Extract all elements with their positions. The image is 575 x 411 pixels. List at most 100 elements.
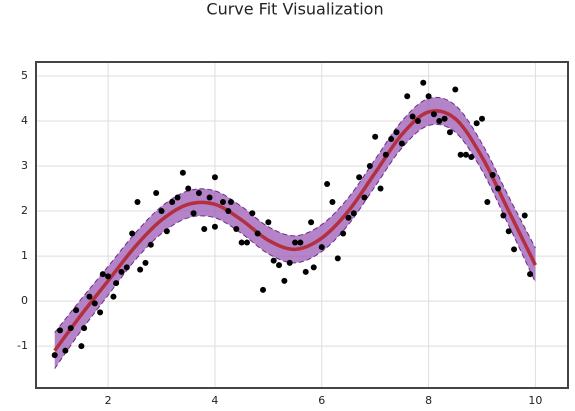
data-point: [97, 309, 104, 316]
data-point: [73, 307, 80, 314]
data-point: [163, 228, 170, 235]
data-point: [452, 86, 459, 93]
data-point: [129, 230, 136, 237]
data-point: [249, 210, 256, 217]
data-point: [147, 241, 154, 248]
data-point: [462, 151, 469, 158]
data-point: [57, 327, 64, 334]
data-point: [372, 133, 379, 140]
data-point: [201, 226, 208, 233]
data-point: [281, 277, 288, 284]
data-point: [473, 120, 480, 127]
y-tick-label: 4: [21, 114, 28, 127]
data-point: [441, 115, 448, 122]
data-point: [409, 113, 416, 120]
data-point: [211, 174, 218, 181]
band-lower-edge: [54, 123, 536, 369]
data-point: [297, 239, 304, 246]
data-point: [134, 199, 141, 206]
data-point: [110, 293, 117, 300]
data-point: [393, 129, 400, 136]
data-point: [356, 174, 363, 181]
data-point: [99, 271, 106, 278]
data-point: [329, 199, 336, 206]
data-point: [430, 111, 437, 118]
data-point: [190, 210, 197, 217]
plot-frame: [35, 61, 569, 389]
data-point: [238, 239, 245, 246]
data-point: [67, 325, 74, 332]
y-tick-label: -1: [17, 339, 28, 352]
chart-title: Curve Fit Visualization: [206, 0, 383, 19]
confidence-band: [54, 97, 536, 369]
data-point: [495, 185, 502, 192]
data-point: [227, 199, 234, 206]
y-tick-label: 2: [21, 204, 28, 217]
data-point: [219, 199, 226, 206]
plot-area: [51, 79, 537, 369]
data-point: [511, 246, 518, 253]
data-point: [276, 262, 283, 269]
data-point: [91, 300, 98, 307]
x-tick-label: 4: [211, 394, 218, 407]
data-point: [366, 163, 373, 170]
data-point: [398, 140, 405, 147]
data-point: [185, 185, 192, 192]
data-point: [81, 325, 88, 332]
data-point: [86, 293, 93, 300]
data-point: [158, 208, 165, 215]
data-point: [500, 212, 507, 219]
x-tick-label: 10: [528, 394, 542, 407]
data-point: [350, 210, 357, 217]
data-point: [318, 244, 325, 251]
data-point: [484, 199, 491, 206]
data-point: [153, 190, 160, 197]
data-point: [446, 129, 453, 136]
data-point: [179, 169, 186, 176]
x-tick-label: 6: [318, 394, 325, 407]
y-tick-label: 1: [21, 249, 28, 262]
data-point: [225, 208, 232, 215]
data-point: [334, 255, 341, 262]
data-point: [51, 352, 58, 359]
data-point: [388, 135, 395, 142]
x-tick-label: 2: [105, 394, 112, 407]
data-point: [308, 219, 315, 226]
data-point: [286, 259, 293, 266]
data-point: [425, 93, 432, 100]
fit-line: [53, 109, 537, 352]
data-point: [527, 271, 534, 278]
grid: [36, 62, 568, 388]
data-point: [292, 239, 299, 246]
data-point: [420, 79, 427, 86]
y-tick-label: 3: [21, 159, 28, 172]
data-point: [479, 115, 486, 122]
y-tick-label: 0: [21, 294, 28, 307]
data-point: [123, 264, 130, 271]
data-point: [377, 185, 384, 192]
data-point: [195, 190, 202, 197]
data-point: [254, 230, 261, 237]
y-tick-label: 5: [21, 69, 28, 82]
data-point: [270, 257, 277, 264]
data-point: [62, 347, 69, 354]
data-point: [345, 214, 352, 221]
data-point: [118, 268, 125, 275]
data-point: [142, 259, 149, 266]
data-point: [113, 280, 120, 287]
data-point: [436, 117, 443, 124]
data-point: [521, 212, 528, 219]
x-tick-label: 8: [425, 394, 432, 407]
data-point: [489, 172, 496, 179]
data-point: [105, 273, 112, 280]
data-point: [265, 219, 272, 226]
data-point: [324, 181, 331, 188]
data-point: [78, 343, 85, 350]
data-point: [457, 151, 464, 158]
data-point: [233, 226, 240, 233]
data-point: [169, 199, 176, 206]
data-point: [361, 194, 368, 201]
data-point: [468, 154, 475, 161]
data-point: [414, 117, 421, 124]
